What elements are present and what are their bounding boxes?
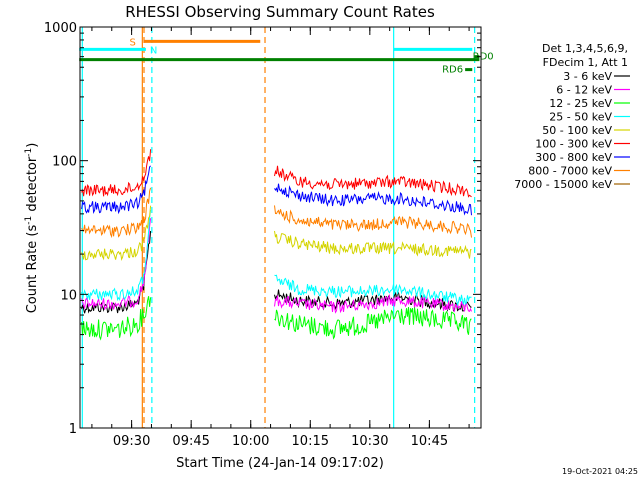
series-line-5-seg-0 bbox=[81, 149, 152, 197]
x-axis-label: Start Time (24-Jan-14 09:17:02) bbox=[176, 456, 384, 471]
legend-label-2: 12 - 25 keV bbox=[549, 97, 612, 110]
legend-title-2: FDecim 1, Att 1 bbox=[543, 56, 628, 69]
x-tick-label-2: 10:00 bbox=[232, 434, 269, 449]
series-line-4-seg-0 bbox=[81, 205, 152, 262]
status-bar-label-1: N bbox=[150, 45, 157, 56]
legend-label-0: 3 - 6 keV bbox=[563, 70, 612, 83]
y-axis-label-sup2: -1 bbox=[24, 148, 34, 157]
series-line-7-seg-1 bbox=[274, 205, 472, 238]
legend-label-6: 300 - 800 keV bbox=[535, 151, 612, 164]
status-bar-label-4: RD6 bbox=[442, 65, 463, 76]
x-tick-label-3: 10:15 bbox=[292, 434, 329, 449]
series-line-1-seg-0 bbox=[81, 218, 152, 310]
series-line-6-seg-1 bbox=[274, 183, 472, 216]
x-tick-label-1: 09:45 bbox=[172, 434, 209, 449]
series-line-2-seg-1 bbox=[274, 307, 472, 340]
series-line-3-seg-1 bbox=[274, 274, 472, 307]
series-line-7-seg-0 bbox=[81, 187, 152, 239]
legend: Det 1,3,4,5,6,9, FDecim 1, Att 1 3 - 6 k… bbox=[514, 42, 630, 191]
series-line-1-seg-1 bbox=[274, 293, 472, 314]
y-tick-label-2: 100 bbox=[52, 155, 77, 170]
series-line-6-seg-0 bbox=[81, 165, 151, 215]
y-axis-label: Count Rate (s-1 detector-1) bbox=[24, 143, 40, 314]
x-tick-label-5: 10:45 bbox=[411, 434, 448, 449]
y-axis-label-sup1: -1 bbox=[24, 216, 34, 225]
y-tick-label-1: 10 bbox=[60, 288, 77, 303]
legend-title-1: Det 1,3,4,5,6,9, bbox=[542, 42, 628, 55]
x-tick-label-4: 10:30 bbox=[351, 434, 388, 449]
y-axis-label-mid: detector bbox=[25, 156, 40, 216]
chart-title: RHESSI Observing Summary Count Rates bbox=[125, 3, 435, 21]
series-line-2-seg-0 bbox=[81, 296, 152, 341]
legend-label-7: 800 - 7000 keV bbox=[528, 165, 612, 178]
status-bar-label-5: RD0 bbox=[473, 52, 494, 63]
y-tick-label-0: 1 bbox=[69, 422, 77, 437]
series-line-0-seg-0 bbox=[81, 230, 152, 314]
legend-label-1: 6 - 12 keV bbox=[556, 84, 612, 97]
timestamp: 19-Oct-2021 04:25 bbox=[562, 467, 638, 476]
vertical-markers bbox=[81, 27, 476, 428]
status-bar-label-0: S bbox=[130, 37, 136, 48]
legend-label-5: 100 - 300 keV bbox=[535, 138, 612, 151]
x-tick-label-0: 09:30 bbox=[113, 434, 150, 449]
axis-ticks: 09:30 09:45 10:00 10:15 10:30 10:45 1 10 100 1000 bbox=[44, 21, 481, 449]
legend-label-8: 7000 - 15000 keV bbox=[514, 178, 612, 191]
legend-label-4: 50 - 100 keV bbox=[542, 124, 612, 137]
y-tick-label-3: 1000 bbox=[44, 21, 77, 36]
status-bars: S N RD6 RD0 bbox=[79, 37, 494, 76]
series-line-5-seg-1 bbox=[274, 165, 472, 198]
series-group bbox=[81, 149, 472, 341]
legend-label-3: 25 - 50 keV bbox=[549, 111, 612, 124]
y-axis-label-end: ) bbox=[25, 143, 40, 148]
plot-frame bbox=[79, 26, 482, 429]
y-axis-label-main: Count Rate (s bbox=[25, 225, 40, 314]
series-line-4-seg-1 bbox=[274, 230, 472, 259]
series-line-3-seg-0 bbox=[81, 209, 152, 302]
